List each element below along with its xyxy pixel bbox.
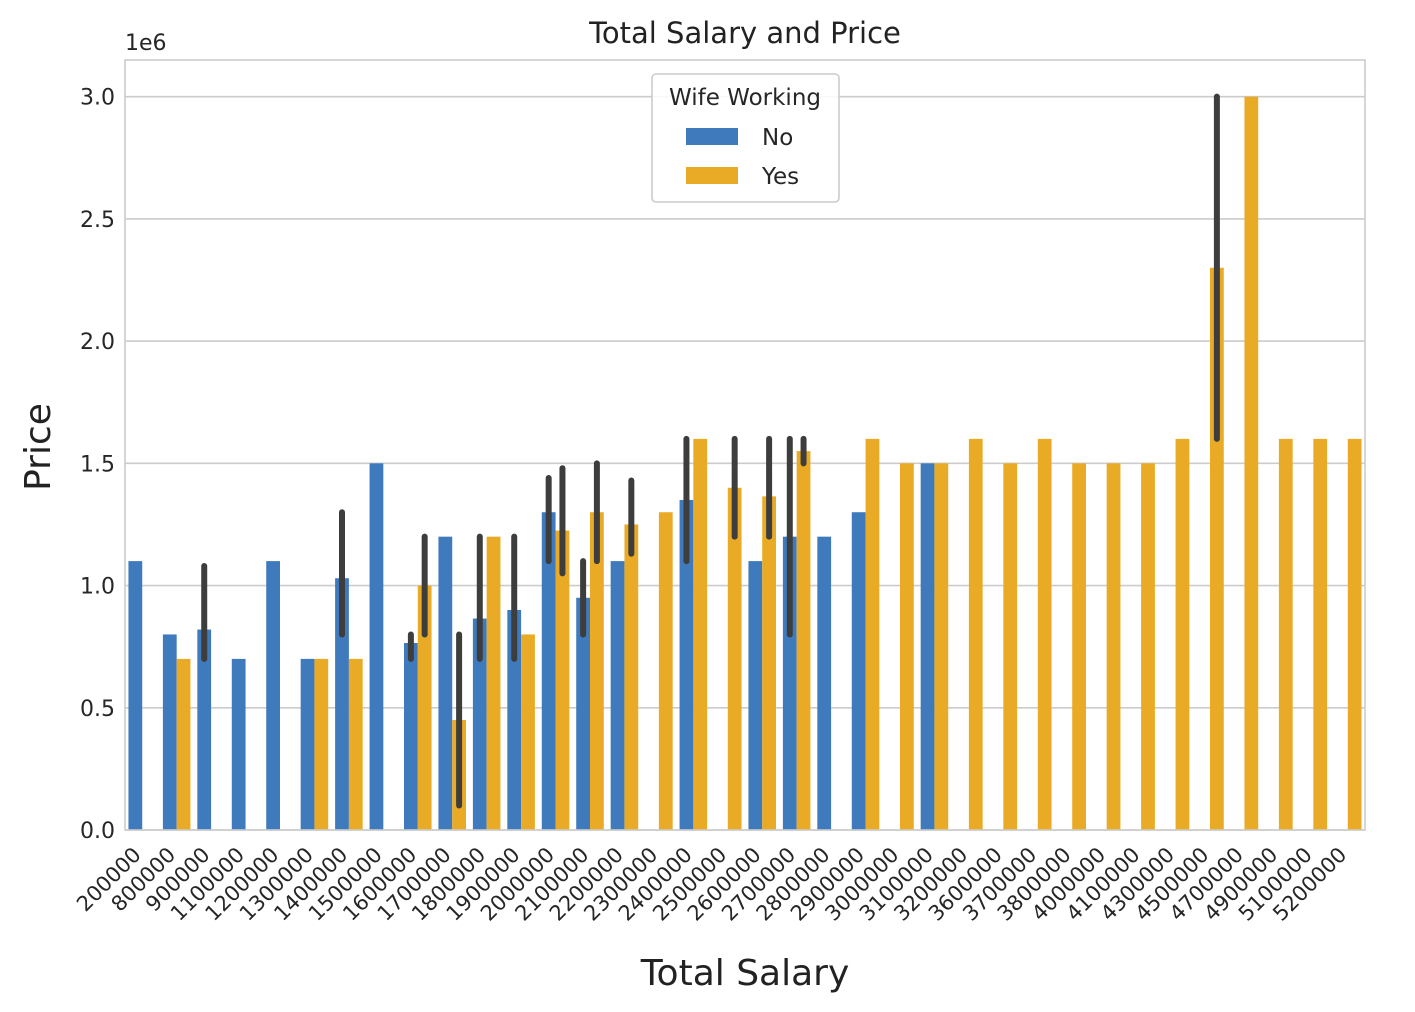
- bar-no-1500000: [369, 463, 384, 830]
- legend-label-no: No: [762, 125, 793, 151]
- y-tick-label: 2.0: [80, 330, 115, 355]
- bar-no-900000: [197, 629, 212, 830]
- bar-no-1300000: [300, 658, 315, 830]
- bar-no-2200000: [610, 561, 625, 830]
- bar-yes-2500000: [727, 487, 742, 830]
- plot-frame: [124, 59, 1366, 831]
- bar-yes-2600000: [762, 496, 776, 830]
- bar-yes-4100000: [1141, 463, 1155, 830]
- bar-no-1900000: [507, 610, 522, 830]
- bar-no-1800000: [472, 618, 487, 830]
- bar-yes-2200000: [624, 524, 639, 830]
- legend-label-yes: Yes: [761, 164, 799, 190]
- bar-yes-2100000: [590, 512, 604, 830]
- bar-no-2700000: [782, 536, 797, 830]
- chart-title: Total Salary and Price: [588, 16, 901, 50]
- y-tick-label: 3.0: [80, 86, 115, 111]
- bar-yes-3700000: [1037, 438, 1052, 830]
- y-tick-label: 0.0: [80, 819, 115, 844]
- bar-yes-1900000: [521, 634, 535, 830]
- x-axis-label: Total Salary: [640, 953, 850, 994]
- bar-no-1200000: [266, 561, 280, 830]
- bar-no-2600000: [748, 561, 763, 830]
- bar-yes-800000: [176, 658, 191, 830]
- bar-no-800000: [162, 634, 177, 830]
- legend: Wife Working No Yes: [651, 73, 840, 203]
- bar-no-1100000: [231, 658, 246, 830]
- y-offset-label: 1e6: [125, 31, 167, 56]
- y-axis-label: Price: [18, 403, 59, 491]
- bar-no-1600000: [404, 643, 418, 830]
- y-tick-label: 1.0: [80, 575, 115, 600]
- bar-no-2900000: [851, 512, 866, 830]
- bar-yes-2400000: [693, 438, 708, 830]
- bar-no-3100000: [920, 463, 935, 830]
- y-tick-label: 2.5: [80, 208, 115, 233]
- bar-yes-1300000: [314, 658, 329, 830]
- bar-no-2800000: [817, 536, 832, 830]
- bar-yes-2000000: [555, 530, 570, 830]
- bar-yes-3100000: [934, 463, 949, 830]
- bar-yes-3600000: [1003, 463, 1018, 830]
- bar-yes-5200000: [1347, 438, 1362, 830]
- bar-yes-2700000: [796, 451, 811, 830]
- bar-yes-1600000: [417, 585, 432, 830]
- bar-yes-2300000: [658, 512, 673, 830]
- bar-yes-3200000: [968, 438, 983, 830]
- bar-yes-5100000: [1313, 438, 1328, 830]
- bar-yes-4500000: [1210, 267, 1224, 830]
- bar-yes-3000000: [900, 463, 914, 830]
- legend-swatch-yes: [686, 167, 738, 184]
- bar-yes-4700000: [1244, 96, 1259, 830]
- bar-no-200000: [128, 561, 143, 830]
- bar-no-1400000: [335, 578, 349, 830]
- y-tick-label: 0.5: [80, 697, 115, 722]
- legend-swatch-no: [686, 128, 738, 145]
- bar-yes-4000000: [1106, 463, 1121, 830]
- legend-title: Wife Working: [669, 85, 821, 111]
- bar-no-2000000: [541, 512, 556, 830]
- bar-no-2400000: [679, 500, 694, 830]
- bar-yes-4300000: [1175, 438, 1190, 830]
- y-tick-label: 1.5: [80, 452, 115, 477]
- bar-no-2100000: [576, 597, 590, 830]
- bar-yes-3800000: [1072, 463, 1086, 830]
- bar-yes-1800000: [486, 536, 501, 830]
- bar-no-1700000: [438, 536, 453, 830]
- bar-yes-2900000: [865, 438, 880, 830]
- bar-yes-4900000: [1278, 438, 1293, 830]
- bar-yes-1400000: [348, 658, 363, 830]
